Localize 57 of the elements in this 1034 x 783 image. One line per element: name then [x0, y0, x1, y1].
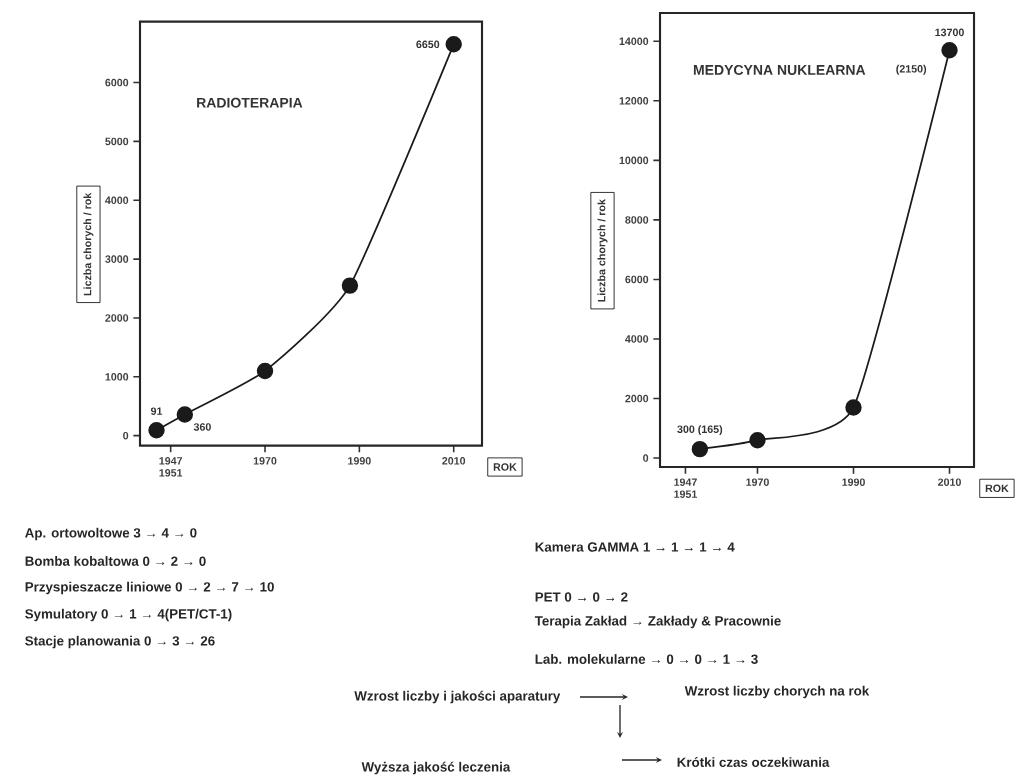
text: Lab. molekularne → 0 → 0 → 1 → 3	[535, 654, 758, 664]
data-label: 360	[193, 423, 211, 431]
text: Wzrost liczby chorych na rok	[684, 685, 870, 699]
y-tick-label: 2000	[625, 394, 649, 403]
y-tick-label: 0	[123, 431, 129, 440]
y-tick-label: 5000	[105, 137, 129, 146]
y-tick-label: 4000	[625, 335, 649, 343]
point	[256, 362, 274, 380]
x-tick-label: 1947 1951	[159, 457, 183, 477]
point	[749, 432, 766, 449]
y-tick-label: 14000	[619, 37, 649, 46]
text: RADIOTERAPIA	[197, 97, 303, 108]
y-tick-label: 4000	[105, 196, 129, 205]
point	[691, 440, 709, 458]
text: Stacje planowania 0 → 3 → 26	[25, 635, 215, 649]
data-label: 13700	[935, 28, 964, 37]
y-tick-label: 0	[643, 454, 649, 462]
text: Przyspieszacze liniowe 0 → 2 → 7 → 10	[25, 581, 274, 595]
text: Ap. ortowoltowe 3 → 4 → 0	[25, 527, 197, 541]
y-tick-label: 12000	[619, 97, 649, 105]
data-label: 91	[150, 407, 163, 415]
x-tick-label: 2010	[442, 457, 466, 465]
x-tick-label: 1970	[746, 478, 769, 486]
y-tick-label: 6000	[105, 78, 129, 87]
y-tick-label: 3000	[105, 255, 129, 263]
x-tick-label: 2010	[938, 478, 961, 486]
point	[148, 422, 165, 439]
data-label: 300 (165)	[677, 425, 723, 436]
text: PET 0 → 0 → 2	[535, 592, 628, 602]
point	[176, 406, 194, 423]
x-tick-label: 1970	[253, 457, 277, 465]
y-tick-label: 2000	[105, 314, 129, 322]
y-tick-label: 1000	[105, 373, 129, 381]
text: Kamera GAMMA 1 → 1 → 1 → 4	[535, 542, 735, 552]
text: Wyższa jakość leczenia	[361, 761, 511, 775]
x-tick-label: 1990	[348, 457, 371, 465]
x-axis-title: ROK	[985, 484, 1009, 493]
point	[845, 399, 862, 416]
annotation: (2150)	[896, 64, 927, 75]
y-tick-label: 8000	[625, 216, 649, 224]
text: Terapia Zakład → Zakłady & Pracownie	[534, 615, 781, 629]
point	[941, 42, 958, 59]
x-axis-title: ROK	[493, 463, 517, 471]
point	[445, 36, 462, 53]
text: Krótki czas oczekiwania	[677, 757, 830, 767]
y-axis-title: Liczba chorych / rok	[597, 199, 608, 302]
x-tick-label: 1990	[842, 478, 865, 486]
point	[341, 277, 359, 294]
y-axis-title: Liczba chorych / rok	[83, 192, 94, 296]
y-tick-label: 10000	[619, 156, 649, 165]
text: Bomba kobaltowa 0 → 2 → 0	[25, 556, 206, 566]
text: Wzrost liczby i jakości aparatury	[354, 690, 561, 704]
x-tick-label: 1947 1951	[674, 478, 698, 498]
text: MEDYCYNA NUKLEARNA	[693, 64, 866, 75]
data-label: 6650	[416, 40, 440, 49]
y-tick-label: 6000	[625, 275, 649, 284]
text: Symulatory 0 → 1 → 4(PET/CT-1)	[25, 608, 232, 622]
